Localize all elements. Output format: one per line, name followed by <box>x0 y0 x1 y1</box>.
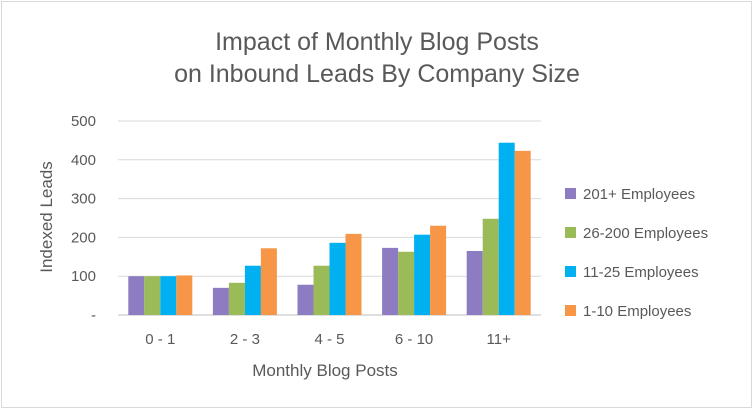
legend-label: 1-10 Employees <box>583 303 691 320</box>
bar <box>228 282 245 315</box>
x-tick-label: 6 - 10 <box>395 331 433 348</box>
y-tick-label: - <box>91 307 96 324</box>
x-tick-label: 11+ <box>487 331 512 348</box>
legend-label: 201+ Employees <box>583 186 695 203</box>
bar <box>482 218 499 315</box>
legend-swatch <box>565 266 576 277</box>
y-axis-ticks: - 100 200 300 400 500 <box>71 113 96 324</box>
x-tick-label: 2 - 3 <box>230 331 260 348</box>
bar <box>260 248 277 315</box>
bar <box>514 150 531 315</box>
legend: 201+ Employees 26-200 Employees 11-25 Empl… <box>565 186 708 320</box>
bar <box>313 265 330 315</box>
bar <box>160 276 177 315</box>
y-tick-label: 300 <box>71 191 96 208</box>
bar <box>382 247 399 315</box>
y-axis-label: Indexed Leads <box>37 161 56 273</box>
bar <box>414 234 431 315</box>
bar <box>345 233 362 315</box>
bar <box>176 275 193 315</box>
legend-label: 26-200 Employees <box>583 225 708 242</box>
x-tick-label: 4 - 5 <box>314 331 344 348</box>
legend-swatch <box>565 227 576 238</box>
y-tick-label: 100 <box>71 268 96 285</box>
chart-title-line-2: on Inbound Leads By Company Size <box>174 60 580 88</box>
bars <box>128 142 531 315</box>
bar <box>498 142 515 315</box>
legend-swatch <box>565 188 576 199</box>
y-tick-label: 200 <box>71 229 96 246</box>
bar <box>398 251 415 315</box>
bar <box>329 242 346 315</box>
bar <box>144 276 161 315</box>
bar <box>128 276 145 315</box>
bar <box>297 284 314 315</box>
chart-title-line-1: Impact of Monthly Blog Posts <box>215 28 539 56</box>
bar <box>430 225 447 315</box>
x-tick-label: 0 - 1 <box>145 331 175 348</box>
x-axis-ticks: 0 - 1 2 - 3 4 - 5 6 - 10 11+ <box>145 331 511 348</box>
legend-swatch <box>565 305 576 316</box>
bar <box>212 287 229 315</box>
x-axis-label: Monthly Blog Posts <box>252 361 398 380</box>
bar <box>466 250 483 315</box>
y-tick-label: 400 <box>71 152 96 169</box>
legend-label: 11-25 Employees <box>583 264 699 281</box>
y-tick-label: 500 <box>71 113 96 130</box>
bar <box>244 265 261 315</box>
